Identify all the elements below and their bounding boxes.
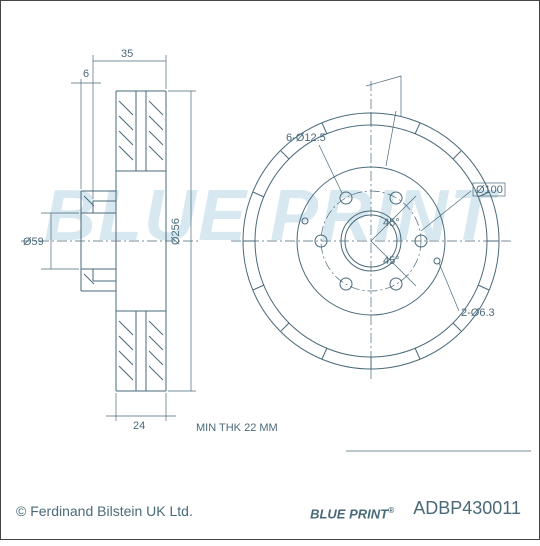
dim-35: 35 — [121, 48, 133, 60]
dim-6: 6 — [83, 68, 89, 80]
holes-12-5: 6-Ø12.5 — [286, 132, 326, 144]
angle-45-top: 45° — [383, 217, 400, 229]
face-view: 6-Ø12.5 Ø100 45° 45° 2-Ø6.3 — [231, 76, 511, 381]
angle-45-bot: 45° — [383, 255, 400, 267]
dia-100: Ø100 — [476, 184, 503, 196]
min-thk-note: MIN THK 22 MM — [196, 422, 278, 434]
dim-24: 24 — [133, 420, 145, 432]
technical-drawing: 6 35 24 Ø59 Ø256 — [1, 1, 540, 541]
dia-256: Ø256 — [170, 218, 182, 245]
drawing-container: 6 35 24 Ø59 Ø256 — [1, 1, 539, 546]
holes-6-3: 2-Ø6.3 — [461, 307, 495, 319]
side-view: 6 35 24 Ø59 Ø256 — [21, 48, 201, 432]
dia-59: Ø59 — [23, 236, 44, 248]
